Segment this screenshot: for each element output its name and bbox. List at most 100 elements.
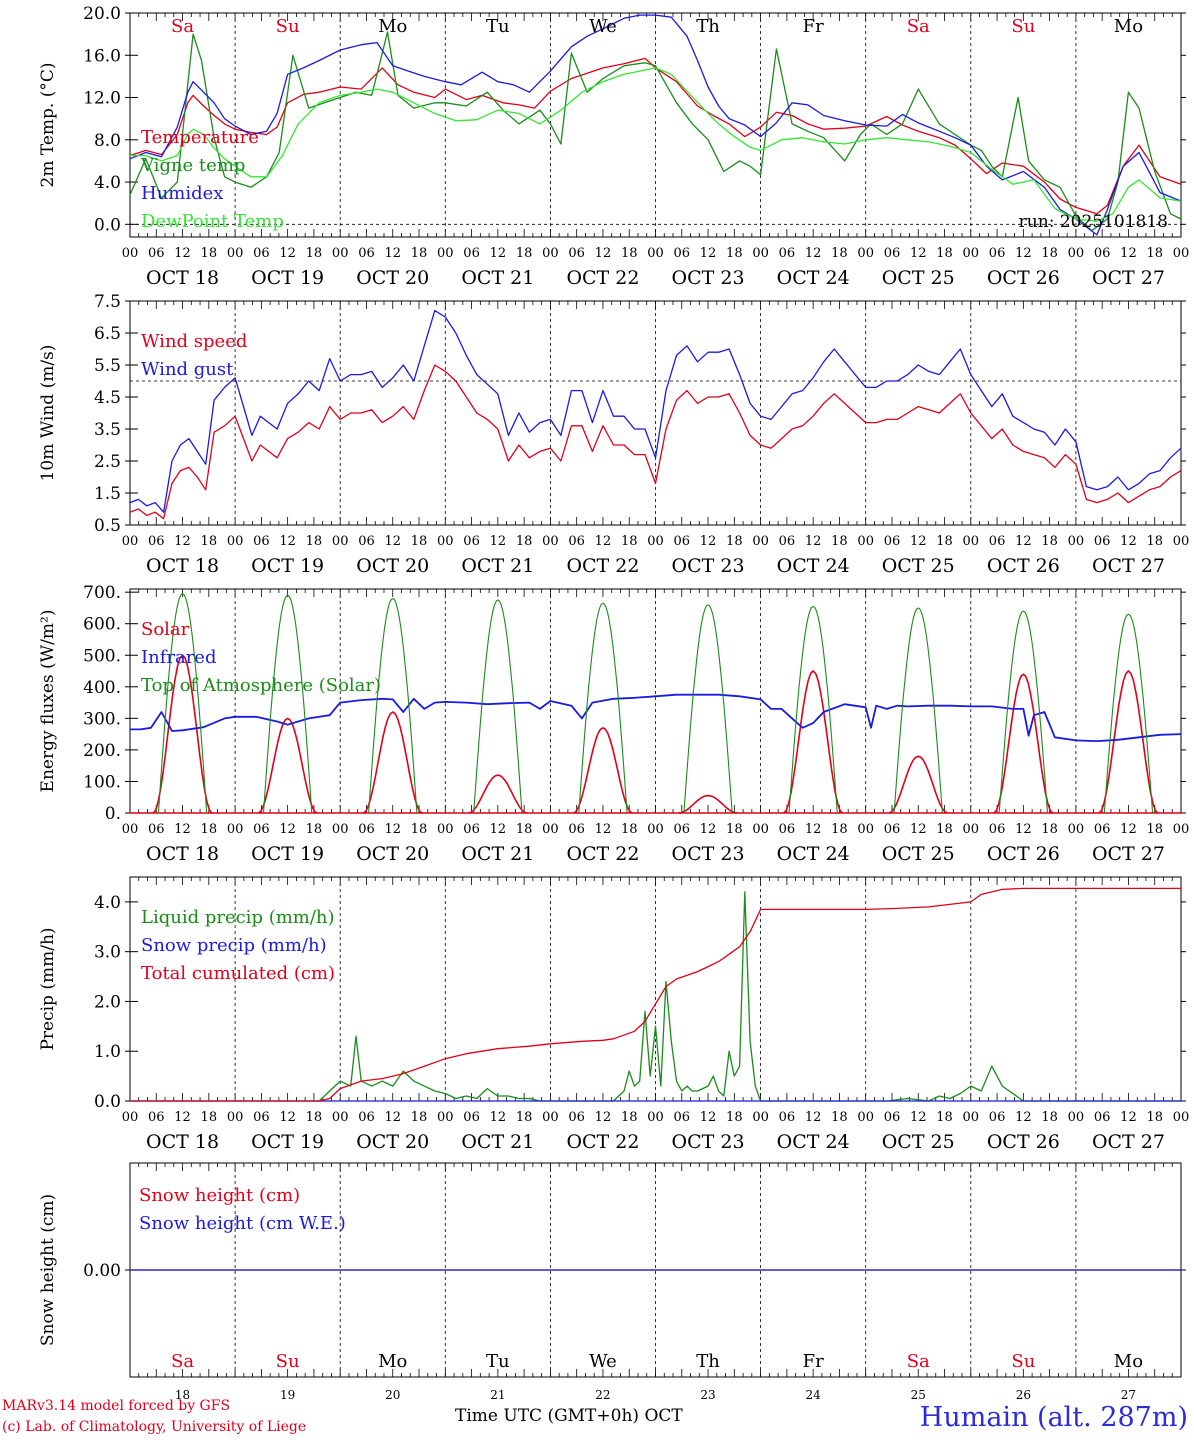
hour-tick-label: 00 [752, 246, 769, 261]
hour-tick-label: 18 [1041, 534, 1058, 549]
hour-tick-label: 12 [700, 822, 717, 837]
hour-tick-label: 12 [1120, 1110, 1137, 1125]
hour-tick-label: 18 [516, 1110, 533, 1125]
hour-tick-label: 06 [779, 534, 796, 549]
date-label: OCT 23 [672, 267, 745, 289]
y-tick-label: 20.0 [83, 4, 121, 24]
hour-tick-label: 00 [122, 1110, 139, 1125]
hour-tick-label: 00 [332, 1110, 349, 1125]
legend-entry: Total cumulated (cm) [141, 963, 335, 984]
hour-tick-label: 00 [1173, 534, 1190, 549]
y-tick-label: 12.0 [83, 89, 121, 109]
hour-tick-label: 18 [516, 534, 533, 549]
hour-tick-label: 00 [1173, 1110, 1190, 1125]
hour-tick-label: 18 [201, 534, 218, 549]
date-label: OCT 19 [251, 843, 324, 865]
series-humidex [129, 14, 1182, 236]
y-tick-label: 7.5 [94, 292, 121, 312]
hour-tick-label: 00 [227, 1110, 244, 1125]
hour-tick-label: 06 [253, 246, 270, 261]
y-tick-label: 4.0 [94, 173, 121, 193]
date-label: OCT 25 [882, 843, 955, 865]
date-label: OCT 22 [566, 267, 639, 289]
date-label: OCT 26 [987, 1131, 1060, 1153]
x-axis-title: Time UTC (GMT+0h) OCT [455, 1406, 683, 1426]
legend-entry: Temperature [141, 127, 259, 148]
hour-tick-label: 12 [1015, 534, 1032, 549]
series-top-of-atmosphere-solar-day [683, 604, 733, 814]
hour-tick-label: 18 [201, 1110, 218, 1125]
hour-tick-label: 12 [805, 246, 822, 261]
hour-tick-label: 06 [989, 822, 1006, 837]
hour-tick-label: 00 [963, 534, 980, 549]
legend-entry: Snow precip (mm/h) [141, 935, 327, 956]
hour-tick-label: 12 [490, 1110, 507, 1125]
y-tick-label: 0. [105, 804, 121, 824]
credit-model: MARv3.14 model forced by GFS [2, 1398, 231, 1414]
hour-tick-label: 18 [936, 1110, 953, 1125]
series-solar-day [993, 673, 1054, 814]
hour-tick-label: 00 [437, 1110, 454, 1125]
hour-tick-label: 06 [989, 534, 1006, 549]
hour-tick-label: 18 [516, 822, 533, 837]
date-label: OCT 27 [1092, 267, 1165, 289]
hour-tick-label: 06 [148, 246, 165, 261]
hour-tick-label: 12 [279, 1110, 296, 1125]
hour-tick-label: 18 [516, 246, 533, 261]
weekday-label: Su [276, 16, 300, 37]
hour-tick-label: 18 [201, 246, 218, 261]
hour-tick-label: 06 [358, 246, 375, 261]
hour-tick-label: 18 [1146, 534, 1163, 549]
hour-tick-label: 18 [726, 822, 743, 837]
hour-tick-label: 06 [1094, 822, 1111, 837]
series-infrared [130, 693, 1182, 742]
hour-tick-label: 12 [700, 246, 717, 261]
hour-tick-label: 06 [148, 1110, 165, 1125]
run-annotation: run: 2025101818 [1019, 212, 1168, 232]
hour-tick-label: 00 [857, 534, 874, 549]
legend-entry: Solar [141, 619, 190, 640]
day-number-label: 22 [595, 1388, 610, 1400]
date-label: OCT 21 [461, 267, 534, 289]
hour-tick-label: 18 [1041, 1110, 1058, 1125]
weekday-label: We [589, 16, 617, 37]
hour-tick-label: 00 [332, 534, 349, 549]
date-label: OCT 21 [461, 843, 534, 865]
y-tick-label: 0.5 [94, 516, 121, 536]
legend-entry: Wind speed [141, 331, 247, 352]
hour-tick-label: 06 [884, 534, 901, 549]
y-tick-label: 600. [83, 615, 121, 635]
series-top-of-atmosphere-solar-day [368, 597, 418, 814]
hour-tick-label: 18 [1146, 1110, 1163, 1125]
meteogram: 0.0 4.0 8.0 12.0 16.0 20.0 2m Temp. (°C) Temper… [38, 4, 1190, 1400]
hour-tick-label: 00 [1173, 246, 1190, 261]
hour-tick-label: 00 [437, 534, 454, 549]
hour-tick-label: 18 [831, 1110, 848, 1125]
weekday-label-bottom: We [589, 1351, 617, 1372]
hour-tick-label: 00 [227, 822, 244, 837]
hour-tick-label: 00 [1173, 822, 1190, 837]
hour-tick-label: 18 [726, 534, 743, 549]
hour-tick-label: 18 [306, 246, 323, 261]
hour-tick-label: 12 [910, 822, 927, 837]
series-solar-day [362, 711, 423, 814]
hour-tick-label: 12 [384, 1110, 401, 1125]
hour-tick-label: 06 [1094, 1110, 1111, 1125]
hour-tick-label: 06 [779, 246, 796, 261]
date-label: OCT 26 [987, 555, 1060, 577]
weekday-label-bottom: Mo [1114, 1351, 1143, 1372]
hour-tick-label: 00 [227, 534, 244, 549]
date-label: OCT 19 [251, 1131, 324, 1153]
weekday-label: Th [696, 16, 720, 37]
hour-tick-label: 06 [253, 822, 270, 837]
hour-tick-label: 06 [779, 1110, 796, 1125]
series-vigne-temp [129, 31, 1182, 232]
hour-tick-label: 12 [805, 822, 822, 837]
y-tick-label: 400. [83, 678, 121, 698]
y-tick-label: 4.5 [94, 388, 121, 408]
hour-tick-label: 12 [384, 822, 401, 837]
date-label: OCT 23 [672, 843, 745, 865]
date-label: OCT 21 [461, 1131, 534, 1153]
day-number-label: 27 [1121, 1388, 1136, 1400]
hour-tick-label: 06 [884, 822, 901, 837]
